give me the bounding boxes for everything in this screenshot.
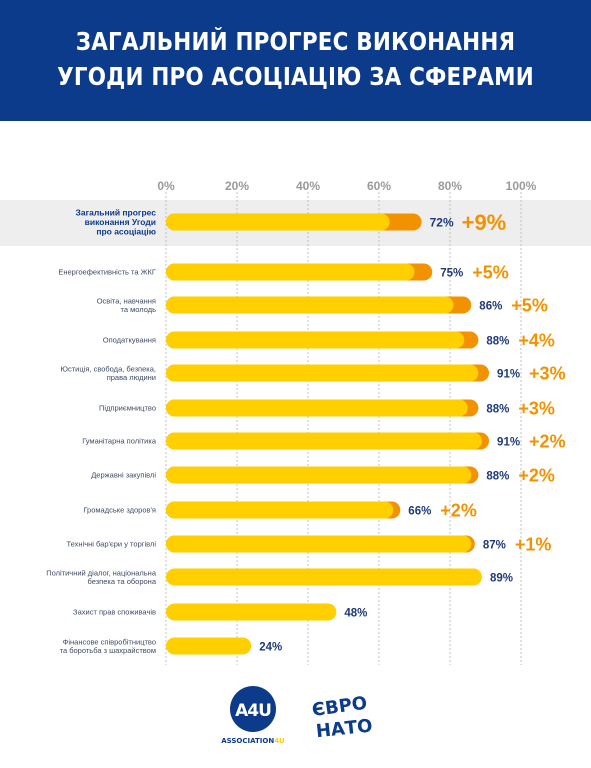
category-label: Освіта, навчання xyxy=(97,296,156,305)
bar-base xyxy=(166,637,252,655)
category-label: Енергоефективність та ЖКГ xyxy=(58,268,156,277)
category-label: Гуманітарна політика xyxy=(82,437,157,446)
gain-label: +3% xyxy=(518,399,555,419)
value-label: 88% xyxy=(486,471,509,483)
bar-base xyxy=(166,296,454,314)
value-label: 91% xyxy=(497,437,520,449)
category-label: Юстиція, свобода, безпека, xyxy=(60,364,156,373)
logos-area: A4U ASSOCIATION4U ЄВРО НАТО xyxy=(221,686,374,745)
value-label: 72% xyxy=(430,216,454,230)
category-label: Державні закупівлі xyxy=(91,471,156,480)
value-label: 66% xyxy=(408,506,431,518)
category-label: Технічні бар'єри у торгівлі xyxy=(67,540,157,549)
bar-base xyxy=(166,535,472,553)
eu-nato-line-2: НАТО xyxy=(315,715,373,742)
category-label: виконання Угоди xyxy=(85,217,156,227)
value-label: 24% xyxy=(259,642,282,654)
bar-base xyxy=(166,364,479,382)
a4u-logo-text: A4U xyxy=(235,701,271,721)
gain-label: +2% xyxy=(529,432,566,452)
bar-base xyxy=(166,263,415,281)
gain-label: +1% xyxy=(515,535,552,555)
a4u-logo: A4U ASSOCIATION4U xyxy=(221,686,285,745)
category-label: Підприємництво xyxy=(99,404,156,413)
tick-label: 80% xyxy=(438,179,462,193)
tick-label: 20% xyxy=(225,179,249,193)
tick-label: 60% xyxy=(367,179,391,193)
category-label: Оподаткування xyxy=(103,336,156,345)
category-label: безпека та оборона xyxy=(88,577,157,586)
bar-base xyxy=(166,331,465,349)
bar-base xyxy=(166,213,390,231)
category-label: Загальний прогрес xyxy=(76,207,157,217)
value-label: 91% xyxy=(497,369,520,381)
category-label: Громадське здоров'я xyxy=(83,506,156,515)
gain-label: +2% xyxy=(518,466,555,486)
gain-label: +4% xyxy=(518,331,555,351)
category-label: права людини xyxy=(107,373,156,382)
header-banner: ЗАГАЛЬНИЙ ПРОГРЕС ВИКОНАННЯ УГОДИ ПРО АС… xyxy=(0,0,591,121)
a4u-caption: ASSOCIATION4U xyxy=(221,737,285,745)
title-line-1: ЗАГАЛЬНИЙ ПРОГРЕС ВИКОНАННЯ xyxy=(75,27,516,56)
gain-label: +9% xyxy=(462,210,507,235)
tick-label: 40% xyxy=(296,179,320,193)
gain-label: +5% xyxy=(511,296,548,316)
gain-label: +2% xyxy=(440,501,477,521)
category-label: Захист прав споживачів xyxy=(73,608,156,617)
value-label: 87% xyxy=(483,540,506,552)
value-label: 89% xyxy=(490,573,513,585)
tick-label: 100% xyxy=(506,179,537,193)
value-label: 88% xyxy=(486,336,509,348)
category-label: про асоціацію xyxy=(96,226,156,236)
category-label: Фінансове співробітництво xyxy=(63,637,156,646)
title-line-2: УГОДИ ПРО АСОЦІАЦІЮ ЗА СФЕРАМИ xyxy=(57,62,534,91)
gain-label: +5% xyxy=(472,263,509,283)
value-label: 75% xyxy=(440,268,463,280)
category-label: та молодь xyxy=(120,305,156,314)
category-label: та боротьба з шахрайством xyxy=(60,646,156,655)
bar-base xyxy=(166,501,394,519)
value-label: 86% xyxy=(479,301,502,313)
bar-base xyxy=(166,603,337,621)
progress-bar-chart: 0% 20% 40% 60% 80% 100% Загальний прогресвикон… xyxy=(0,179,591,665)
tick-label: 0% xyxy=(157,179,175,193)
gain-label: +3% xyxy=(529,364,566,384)
bar-base xyxy=(166,432,482,450)
value-label: 48% xyxy=(344,608,367,620)
value-label: 88% xyxy=(486,404,509,416)
category-label: Політичний діалог, національна xyxy=(46,568,157,577)
bar-base xyxy=(166,399,468,417)
eu-nato-logo: ЄВРО НАТО xyxy=(311,693,374,743)
bar-base xyxy=(166,568,482,586)
bar-base xyxy=(166,466,472,484)
